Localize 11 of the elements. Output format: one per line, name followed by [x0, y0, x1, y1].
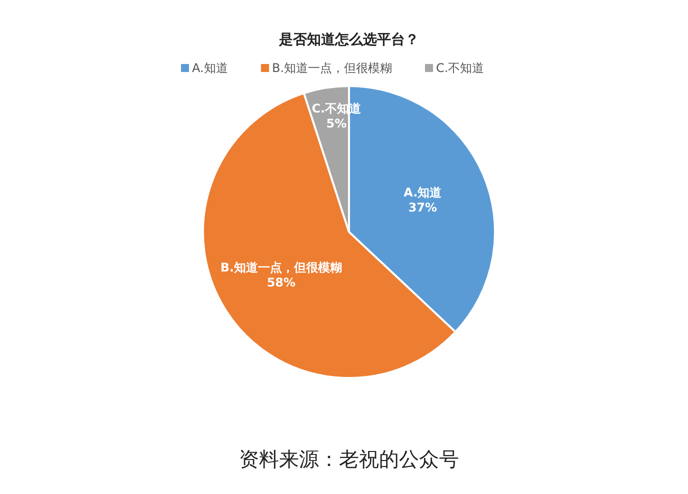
slice-label: C.不知道 [312, 102, 362, 116]
data-label: 5% [326, 116, 347, 130]
slice-label: A.知道 [404, 186, 443, 200]
slice-label: B.知道一点，但很模糊 [220, 260, 342, 275]
text: 资料来源：老祝的公众号 [239, 447, 459, 471]
legend-label: A.知道 [192, 61, 228, 75]
data-label: 58% [266, 276, 296, 290]
legend-label: B.知道一点，但很模糊 [272, 61, 392, 75]
legend-label: C.不知道 [436, 61, 484, 75]
data-label: 37% [408, 200, 438, 215]
chart-title: 是否知道怎么选平台？ [278, 32, 419, 48]
